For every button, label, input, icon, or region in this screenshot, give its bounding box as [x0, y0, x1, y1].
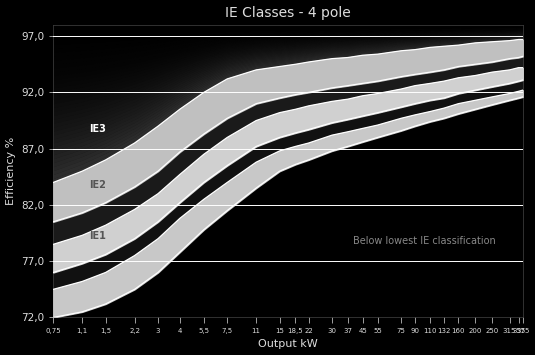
Text: IE1: IE1: [89, 231, 106, 241]
Text: IE2: IE2: [89, 180, 106, 190]
Y-axis label: Efficiency %: Efficiency %: [5, 137, 16, 205]
X-axis label: Output kW: Output kW: [258, 339, 318, 349]
Text: Below lowest IE classification: Below lowest IE classification: [353, 236, 496, 246]
Text: IE3: IE3: [89, 124, 106, 134]
Title: IE Classes - 4 pole: IE Classes - 4 pole: [225, 6, 351, 20]
